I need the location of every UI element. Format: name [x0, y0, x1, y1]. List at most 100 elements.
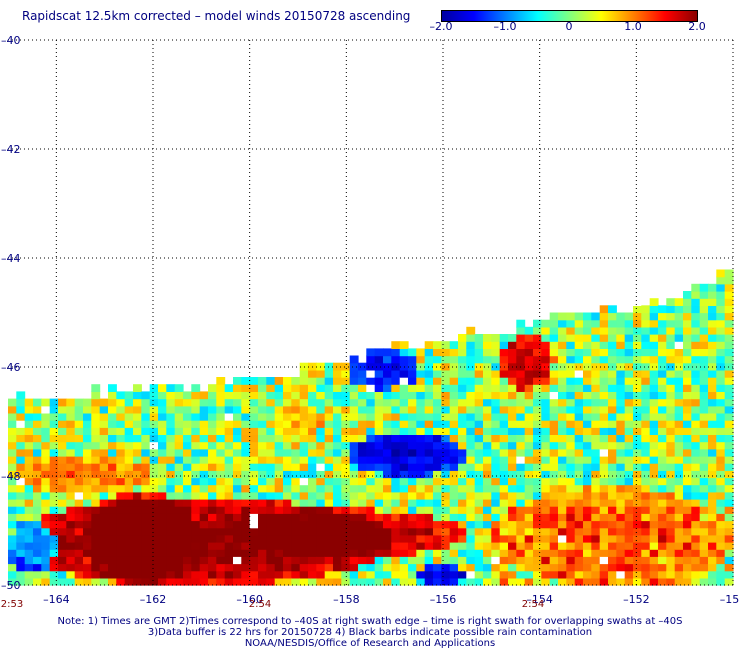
- data-cell: [366, 412, 376, 421]
- data-cell: [116, 570, 126, 579]
- data-cell: [216, 527, 226, 536]
- data-cell: [616, 441, 626, 450]
- data-cell: [241, 556, 251, 565]
- data-cell: [674, 484, 684, 493]
- data-cell: [433, 405, 442, 414]
- data-cell: [391, 405, 401, 414]
- data-cell: [674, 556, 684, 565]
- data-cell: [166, 577, 176, 586]
- data-cell: [458, 341, 467, 349]
- data-cell: [149, 470, 159, 479]
- data-cell: [699, 377, 709, 385]
- data-cell: [508, 484, 517, 493]
- data-cell: [724, 570, 734, 579]
- data-cell: [408, 405, 417, 414]
- data-cell: [8, 498, 17, 507]
- data-cell: [199, 520, 209, 529]
- data-cell: [574, 463, 584, 471]
- data-cell: [58, 420, 67, 428]
- data-cell: [683, 484, 692, 493]
- data-cell: [533, 477, 542, 486]
- data-cell: [533, 570, 542, 579]
- data-cell: [558, 470, 567, 479]
- data-cell: [91, 427, 101, 435]
- data-cell: [324, 470, 334, 479]
- data-cell: [641, 556, 651, 565]
- data-cell: [458, 549, 467, 557]
- data-cell: [466, 348, 476, 357]
- data-cell: [433, 369, 442, 378]
- data-cell: [699, 498, 709, 507]
- data-cell: [124, 520, 134, 529]
- data-cell: [708, 506, 717, 514]
- data-cell: [299, 455, 309, 464]
- data-cell: [441, 484, 451, 493]
- data-cell: [566, 434, 576, 443]
- data-cell: [324, 362, 334, 371]
- data-cell: [308, 470, 317, 479]
- data-cell: [191, 549, 201, 557]
- data-cell: [424, 463, 434, 471]
- data-cell: [424, 420, 434, 428]
- data-cell: [183, 455, 192, 464]
- data-cell: [474, 455, 484, 464]
- data-cell: [666, 377, 676, 385]
- data-cell: [208, 434, 217, 443]
- data-cell: [141, 441, 151, 450]
- data-cell: [408, 477, 417, 486]
- data-cell: [649, 391, 659, 400]
- data-cell: [224, 455, 234, 464]
- data-cell: [599, 534, 609, 543]
- data-cell: [266, 498, 276, 507]
- data-cell: [658, 319, 667, 328]
- data-cell: [524, 477, 534, 486]
- data-cell: [166, 542, 176, 550]
- data-cell: [549, 398, 559, 407]
- data-cell: [133, 513, 142, 522]
- data-cell: [708, 484, 717, 493]
- data-cell: [649, 298, 659, 306]
- data-cell: [191, 455, 201, 464]
- data-cell: [433, 506, 442, 514]
- data-cell: [691, 520, 701, 529]
- data-cell: [183, 506, 192, 514]
- data-cell: [49, 470, 59, 479]
- data-cell: [199, 542, 209, 550]
- data-cell: [608, 427, 617, 435]
- data-cell: [691, 298, 701, 306]
- data-cell: [91, 448, 101, 457]
- data-cell: [324, 513, 334, 522]
- data-cell: [133, 527, 142, 536]
- data-cell: [141, 470, 151, 479]
- data-cell: [558, 362, 567, 371]
- data-cell: [616, 355, 626, 364]
- data-cell: [308, 434, 317, 443]
- data-cell: [716, 276, 726, 285]
- data-cell: [658, 384, 667, 392]
- data-cell: [33, 470, 42, 479]
- data-cell: [258, 527, 267, 536]
- data-cell: [383, 405, 392, 414]
- data-cell: [516, 326, 526, 335]
- data-cell: [524, 549, 534, 557]
- data-cell: [316, 455, 326, 464]
- data-cell: [141, 527, 151, 536]
- data-cell: [324, 463, 334, 471]
- data-cell: [683, 341, 692, 349]
- data-cell: [408, 384, 417, 392]
- data-cell: [241, 563, 251, 572]
- data-cell: [708, 355, 717, 364]
- data-cell: [533, 463, 542, 471]
- data-cell: [474, 441, 484, 450]
- data-cell: [691, 549, 701, 557]
- data-cell: [116, 527, 126, 536]
- y-tick-label: –48: [1, 470, 21, 483]
- data-cell: [391, 448, 401, 457]
- data-cell: [16, 412, 26, 421]
- data-cell: [299, 570, 309, 579]
- data-cell: [591, 448, 601, 457]
- data-cell: [33, 477, 42, 486]
- data-cell: [466, 491, 476, 500]
- data-cell: [666, 312, 676, 321]
- data-cell: [383, 556, 392, 565]
